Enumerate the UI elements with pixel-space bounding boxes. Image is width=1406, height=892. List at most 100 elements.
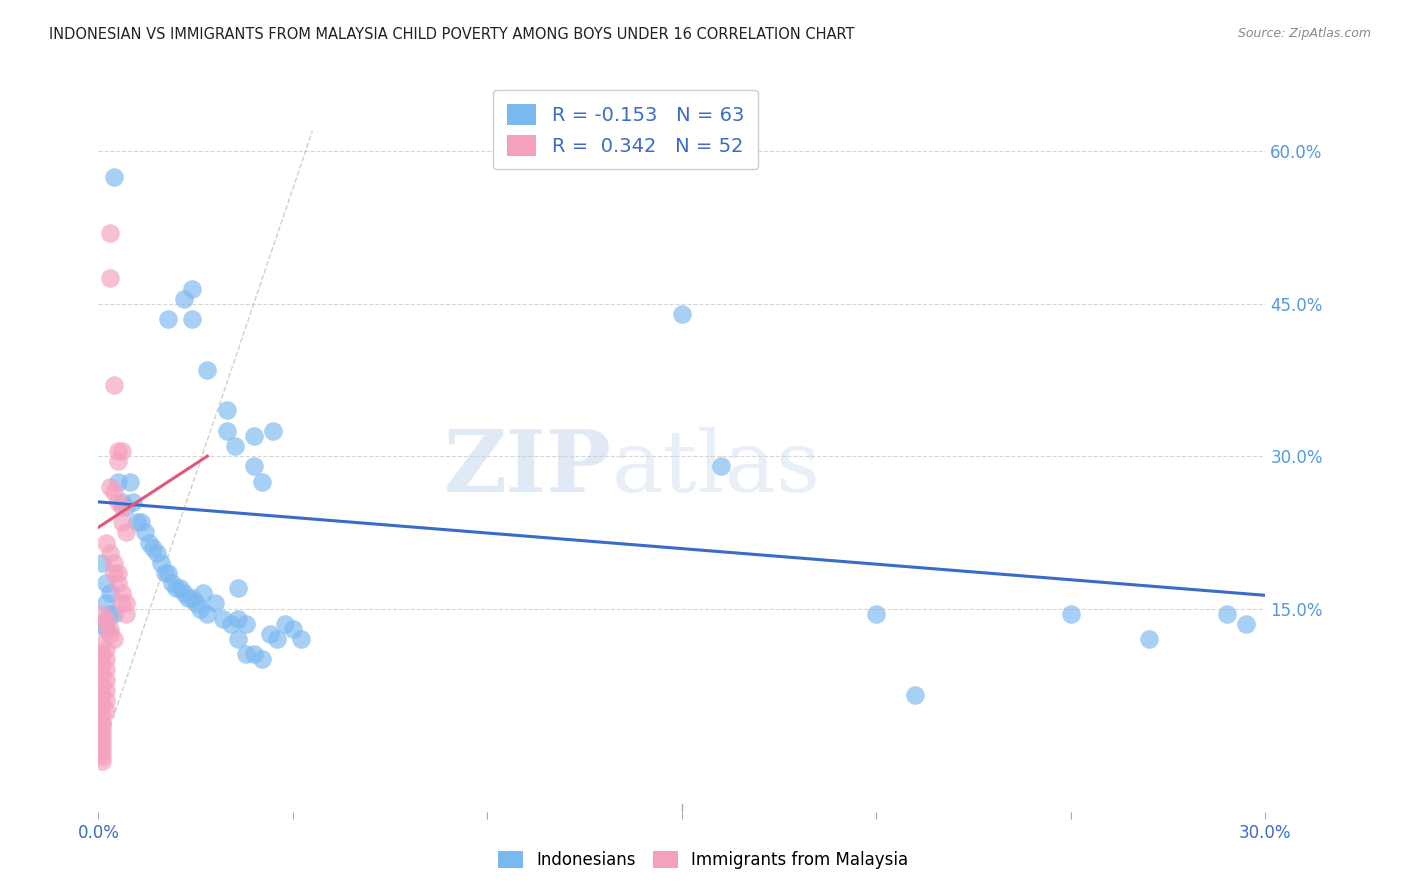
- Point: [1137, 632, 1160, 646]
- Point: [96, 693, 118, 707]
- Point: [91, 657, 114, 672]
- Point: [107, 576, 129, 591]
- Point: [195, 607, 218, 621]
- Point: [228, 612, 250, 626]
- Point: [91, 698, 114, 712]
- Point: [96, 616, 118, 631]
- Point: [173, 586, 195, 600]
- Point: [243, 647, 266, 661]
- Point: [1215, 607, 1237, 621]
- Point: [157, 566, 180, 580]
- Point: [165, 581, 187, 595]
- Point: [107, 444, 129, 458]
- Point: [215, 403, 238, 417]
- Point: [96, 673, 118, 687]
- Point: [180, 281, 202, 295]
- Legend: R = -0.153   N = 63, R =  0.342   N = 52: R = -0.153 N = 63, R = 0.342 N = 52: [494, 90, 758, 169]
- Point: [111, 515, 134, 529]
- Point: [96, 576, 118, 591]
- Point: [228, 632, 250, 646]
- Point: [259, 627, 281, 641]
- Point: [129, 515, 152, 529]
- Point: [91, 733, 114, 747]
- Point: [290, 632, 312, 646]
- Point: [91, 607, 114, 621]
- Point: [228, 581, 250, 595]
- Point: [193, 586, 215, 600]
- Point: [96, 612, 118, 626]
- Point: [96, 597, 118, 611]
- Point: [91, 667, 114, 681]
- Point: [111, 495, 134, 509]
- Point: [169, 581, 191, 595]
- Point: [98, 480, 121, 494]
- Point: [149, 556, 172, 570]
- Point: [180, 312, 202, 326]
- Point: [188, 601, 211, 615]
- Point: [243, 429, 266, 443]
- Point: [96, 682, 118, 697]
- Point: [103, 484, 125, 499]
- Point: [103, 607, 125, 621]
- Point: [219, 616, 242, 631]
- Point: [91, 718, 114, 732]
- Point: [114, 500, 136, 514]
- Point: [114, 597, 136, 611]
- Point: [91, 647, 114, 661]
- Point: [91, 729, 114, 743]
- Point: [107, 475, 129, 489]
- Point: [184, 597, 207, 611]
- Point: [91, 744, 114, 758]
- Text: INDONESIAN VS IMMIGRANTS FROM MALAYSIA CHILD POVERTY AMONG BOYS UNDER 16 CORRELA: INDONESIAN VS IMMIGRANTS FROM MALAYSIA C…: [49, 27, 855, 42]
- Point: [127, 515, 149, 529]
- Point: [224, 439, 246, 453]
- Point: [91, 688, 114, 702]
- Point: [107, 495, 129, 509]
- Point: [96, 535, 118, 549]
- Point: [157, 312, 180, 326]
- Point: [103, 632, 125, 646]
- Point: [98, 226, 121, 240]
- Point: [180, 591, 202, 606]
- Point: [262, 424, 284, 438]
- Point: [134, 525, 156, 540]
- Point: [98, 546, 121, 560]
- Point: [107, 454, 129, 468]
- Text: ZIP: ZIP: [444, 426, 612, 510]
- Point: [98, 271, 121, 285]
- Point: [91, 754, 114, 768]
- Text: Source: ZipAtlas.com: Source: ZipAtlas.com: [1237, 27, 1371, 40]
- Point: [111, 500, 134, 514]
- Point: [177, 591, 200, 606]
- Point: [904, 688, 927, 702]
- Point: [107, 566, 129, 580]
- Point: [266, 632, 288, 646]
- Point: [146, 546, 169, 560]
- Point: [153, 566, 176, 580]
- Point: [91, 748, 114, 763]
- Point: [96, 652, 118, 666]
- Point: [91, 637, 114, 651]
- Point: [250, 652, 273, 666]
- Point: [114, 525, 136, 540]
- Point: [1234, 616, 1257, 631]
- Point: [103, 566, 125, 580]
- Point: [96, 663, 118, 677]
- Point: [671, 307, 693, 321]
- Point: [111, 586, 134, 600]
- Point: [710, 459, 733, 474]
- Point: [98, 622, 121, 636]
- Point: [281, 622, 304, 636]
- Point: [98, 607, 121, 621]
- Point: [235, 616, 257, 631]
- Point: [91, 723, 114, 738]
- Point: [91, 739, 114, 753]
- Point: [1060, 607, 1083, 621]
- Point: [204, 597, 226, 611]
- Point: [103, 556, 125, 570]
- Legend: Indonesians, Immigrants from Malaysia: Indonesians, Immigrants from Malaysia: [488, 841, 918, 880]
- Point: [865, 607, 887, 621]
- Point: [96, 642, 118, 657]
- Point: [173, 292, 195, 306]
- Point: [243, 459, 266, 474]
